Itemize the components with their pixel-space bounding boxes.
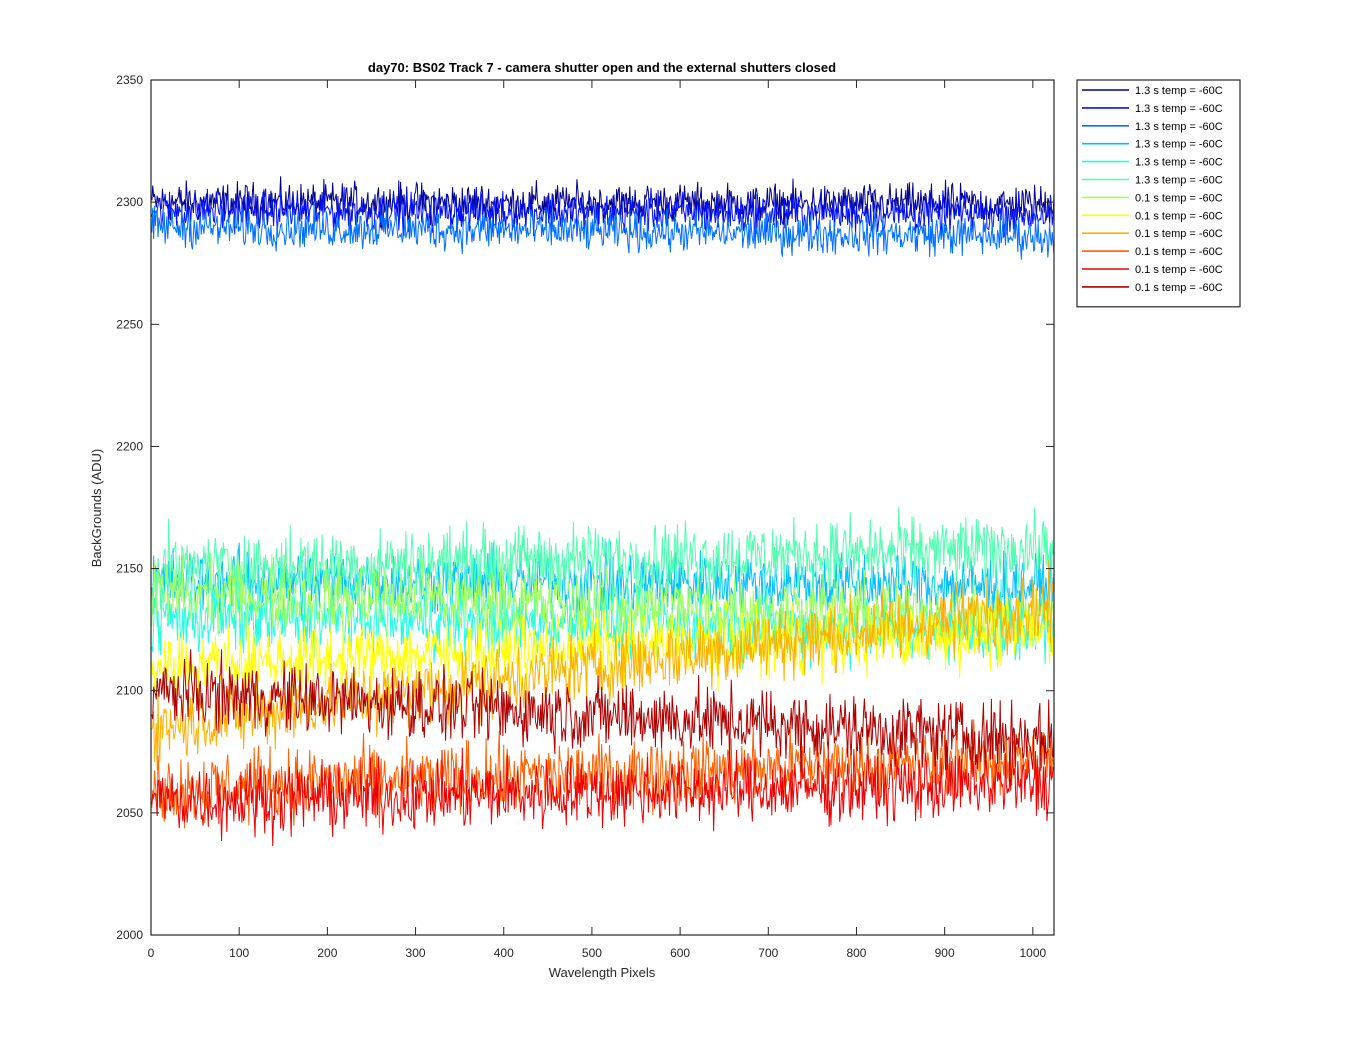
x-tick-label: 700 <box>758 946 778 960</box>
legend-entry-label: 1.3 s temp = -60C <box>1135 139 1223 151</box>
y-axis-label: BackGrounds (ADU) <box>89 449 104 567</box>
y-tick-label: 2050 <box>116 806 143 820</box>
x-tick-label: 100 <box>229 946 249 960</box>
legend-entry-label: 0.1 s temp = -60C <box>1135 264 1223 276</box>
x-axis-label: Wavelength Pixels <box>549 965 656 980</box>
legend-entry-label: 1.3 s temp = -60C <box>1135 103 1223 115</box>
y-tick-label: 2100 <box>116 684 143 698</box>
legend-entry-label: 0.1 s temp = -60C <box>1135 192 1223 204</box>
x-tick-label: 1000 <box>1019 946 1046 960</box>
series-line-9 <box>151 559 1054 771</box>
series-line-3 <box>151 203 1054 260</box>
axes-frame <box>150 79 1055 936</box>
x-tick-label: 400 <box>494 946 514 960</box>
x-tick-label: 800 <box>846 946 866 960</box>
series-line-2 <box>151 185 1054 239</box>
x-tick-label: 600 <box>670 946 690 960</box>
legend-entry-label: 0.1 s temp = -60C <box>1135 228 1223 240</box>
series-line-6 <box>151 506 1054 611</box>
legend-entry-label: 1.3 s temp = -60C <box>1135 121 1223 133</box>
y-tick-label: 2300 <box>116 195 143 209</box>
y-tick-label: 2250 <box>116 317 143 331</box>
x-tick-label: 900 <box>935 946 955 960</box>
x-tick-label: 200 <box>317 946 337 960</box>
series-line-11 <box>151 743 1054 847</box>
series-line-1 <box>151 176 1054 231</box>
series-line-8 <box>151 590 1054 709</box>
y-tick-label: 2350 <box>116 73 143 87</box>
legend: 1.3 s temp = -60C 1.3 s temp = -60C 1.3 s … <box>1076 79 1241 308</box>
legend-entry-label: 0.1 s temp = -60C <box>1135 246 1223 258</box>
x-tick-label: 0 <box>148 946 155 960</box>
x-tick-label: 500 <box>582 946 602 960</box>
series-line-7 <box>151 552 1054 654</box>
legend-entry-label: 0.1 s temp = -60C <box>1135 282 1223 294</box>
legend-entry-label: 1.3 s temp = -60C <box>1135 85 1223 97</box>
series-line-12 <box>151 649 1054 783</box>
legend-entry-label: 1.3 s temp = -60C <box>1135 175 1223 187</box>
x-tick-label: 300 <box>406 946 426 960</box>
legend-entry-label: 0.1 s temp = -60C <box>1135 210 1223 222</box>
plot-area <box>151 176 1054 847</box>
y-tick-label: 2150 <box>116 562 143 576</box>
axes: 0 100 200 300 400 500 600 700 800 900 1000 2000 2050… <box>116 73 1055 960</box>
chart-title: day70: BS02 Track 7 - camera shutter ope… <box>368 60 836 75</box>
legend-entry-label: 1.3 s temp = -60C <box>1135 157 1223 169</box>
y-tick-label: 2000 <box>116 928 143 942</box>
y-tick-label: 2200 <box>116 439 143 453</box>
